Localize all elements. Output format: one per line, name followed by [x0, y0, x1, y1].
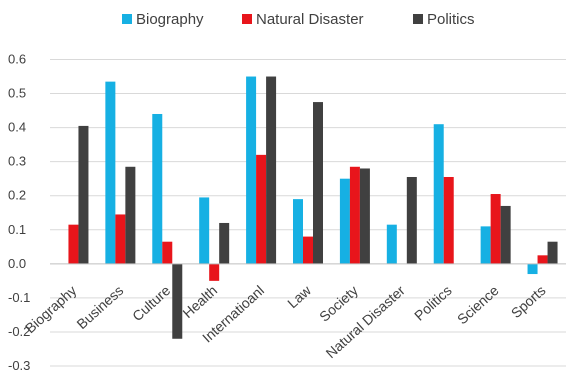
bar-politics: [406, 176, 417, 264]
bar-biography: [527, 263, 538, 275]
x-category-label: Natural Disaster: [323, 282, 409, 361]
bar-politics: [313, 102, 323, 264]
bar-natural-disaster: [115, 214, 126, 264]
x-category-label: Health: [179, 282, 220, 321]
y-tick-label: 0.2: [8, 188, 26, 203]
bar-biography: [293, 199, 303, 264]
y-tick-label: 0.6: [8, 52, 26, 67]
y-tick-label: 0.3: [8, 154, 26, 169]
bar-natural-disaster: [349, 166, 360, 264]
bar-natural-disaster: [537, 255, 548, 264]
legend-label: Natural Disaster: [256, 11, 364, 28]
x-category-label: Biography: [22, 282, 80, 336]
bar-natural-disaster: [303, 236, 313, 264]
bar-politics: [547, 241, 558, 264]
bar-natural-disaster: [256, 154, 267, 264]
x-category-label: Science: [454, 282, 502, 327]
bar-natural-disaster: [490, 194, 501, 264]
legend: Biography Natural Disaster Politics: [122, 11, 475, 28]
x-category-label: Culture: [129, 282, 173, 324]
y-tick-label: -0.2: [8, 324, 30, 339]
bar-biography: [152, 113, 163, 264]
bar-politics: [359, 168, 370, 264]
legend-label: Politics: [427, 11, 475, 28]
x-category-label: Politics: [411, 282, 455, 324]
bar-politics: [125, 166, 136, 264]
y-tick-label: 0.1: [8, 222, 26, 237]
bar-biography: [339, 178, 350, 264]
bar-politics: [172, 263, 183, 339]
y-tick-label: -0.1: [8, 290, 30, 305]
bars: [68, 76, 558, 339]
y-axis-ticks: -0.3 -0.2 -0.1 0.0 0.1 0.2 0.3 0.4 0.5 0.6: [8, 52, 30, 374]
y-tick-label: 0.5: [8, 86, 26, 101]
x-category-label: Law: [284, 282, 314, 312]
y-tick-label: 0.0: [8, 256, 26, 271]
bar-biography: [480, 226, 491, 264]
x-category-label: Society: [316, 282, 361, 325]
bar-politics: [500, 205, 511, 264]
bar-biography: [386, 224, 397, 264]
bar-natural-disaster: [209, 263, 220, 281]
bar-politics: [266, 76, 277, 264]
x-category-label: Sports: [508, 282, 549, 321]
bar-politics: [78, 125, 89, 264]
bar-natural-disaster: [443, 176, 454, 264]
bar-biography: [199, 197, 210, 264]
legend-swatch: [242, 14, 252, 24]
y-tick-label: 0.4: [8, 120, 26, 135]
legend-swatch: [413, 14, 423, 24]
bar-politics: [219, 222, 230, 264]
bar-natural-disaster: [68, 224, 79, 264]
x-category-label: Business: [73, 282, 126, 332]
bar-natural-disaster: [162, 241, 173, 264]
bar-biography: [433, 124, 444, 264]
legend-swatch: [122, 14, 132, 24]
grid-lines: [50, 59, 566, 367]
bar-biography: [105, 81, 116, 264]
legend-label: Biography: [136, 11, 204, 28]
y-tick-label: -0.3: [8, 358, 30, 373]
bar-biography: [246, 76, 257, 264]
